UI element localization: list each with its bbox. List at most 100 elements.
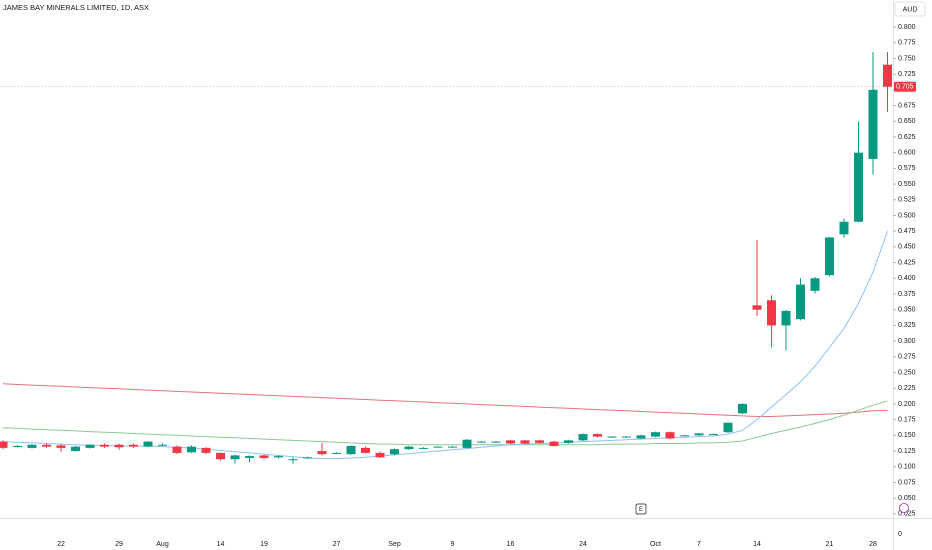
x-tick-label: 19 [260, 541, 268, 548]
price-label-box [894, 81, 916, 92]
candle-body [448, 446, 457, 448]
candle-body [767, 300, 776, 326]
candle-body [694, 433, 704, 436]
event-marker[interactable]: E [639, 507, 643, 513]
candle-body [419, 447, 428, 449]
x-tick-label: 14 [753, 541, 761, 548]
candle-body [390, 449, 399, 455]
candle-body [230, 455, 240, 460]
candle-body [796, 284, 805, 320]
candle-body [607, 436, 617, 438]
candle-body [346, 446, 356, 455]
y-tick-label: 0.100 [898, 464, 916, 471]
y-tick-label: 0.525 [898, 197, 916, 204]
y-tick-label: 0.325 [898, 322, 916, 329]
candle-body [752, 305, 762, 310]
candle-body [361, 447, 370, 453]
y-tick-label: 0.650 [898, 118, 916, 125]
candle-body [56, 445, 66, 448]
candle-body [433, 446, 443, 448]
candle-body [158, 444, 167, 446]
y-tick-label: 0.625 [898, 134, 916, 141]
candle-body [883, 64, 892, 87]
candle-body [172, 446, 182, 453]
y-tick-label: 0.750 [898, 55, 916, 62]
y-tick-label: 0.600 [898, 149, 916, 156]
candle-body [100, 444, 109, 447]
x-tick-label: Oct [650, 541, 661, 548]
candle-body [0, 441, 8, 448]
y-tick-label: 0.675 [898, 102, 916, 109]
x-tick-label: Sep [388, 541, 401, 548]
x-tick-label: 28 [869, 541, 877, 548]
candle-body [259, 455, 269, 458]
candle-body [274, 456, 283, 458]
lower-pane-tick-label: 0 [898, 531, 902, 538]
moving-average-line [2, 400, 888, 446]
candle-body [651, 432, 660, 437]
y-tick-label: 0.400 [898, 275, 916, 282]
candle-body [71, 446, 80, 452]
candle-body [854, 152, 863, 222]
candle-body [564, 440, 573, 443]
candle-body [738, 403, 747, 414]
y-tick-label: 0.800 [898, 24, 916, 31]
y-tick-label: 0.250 [898, 369, 916, 376]
candle-body [535, 440, 544, 443]
x-tick-label: 16 [507, 541, 515, 548]
x-tick-label: 7 [697, 541, 701, 548]
currency-button[interactable] [894, 1, 926, 17]
x-tick-label: 14 [217, 541, 225, 548]
candle-body [622, 436, 631, 438]
candle-body [665, 432, 675, 439]
y-tick-label: 0.300 [898, 338, 916, 345]
alert-icon[interactable] [899, 503, 909, 513]
candle-body [578, 434, 588, 441]
candle-body [868, 89, 878, 159]
y-tick-label: 0.200 [898, 401, 916, 408]
currency-label[interactable]: AUD [903, 6, 918, 13]
candle-body [781, 310, 791, 326]
candle-body [636, 435, 646, 439]
y-tick-label: 0.725 [898, 71, 916, 78]
x-tick-label: 22 [57, 541, 65, 548]
event-box[interactable] [635, 503, 647, 515]
price-label: 0.705 [896, 84, 914, 91]
y-tick-label: 0.500 [898, 212, 916, 219]
candle-body [114, 444, 124, 448]
y-tick-label: 0.350 [898, 307, 916, 314]
y-tick-label: 0.050 [898, 495, 916, 502]
candle-body [709, 434, 718, 436]
x-tick-label: Aug [156, 541, 169, 548]
x-tick-label: 21 [826, 541, 834, 548]
candle-body [216, 452, 225, 460]
y-tick-label: 0.025 [898, 511, 916, 518]
candle-body [317, 451, 327, 455]
x-tick-label: 29 [115, 541, 123, 548]
candle-body [245, 456, 254, 458]
x-tick-label: 9 [451, 541, 455, 548]
x-tick-label: 27 [333, 541, 341, 548]
candle-body [187, 446, 196, 453]
candle-body [723, 422, 733, 433]
y-tick-label: 0.175 [898, 416, 916, 423]
candle-body [593, 434, 602, 437]
candle-body [462, 439, 472, 448]
candle-body [201, 447, 211, 453]
moving-average-line [2, 383, 888, 417]
candle-body [477, 441, 486, 443]
candle-body [549, 441, 559, 447]
candle-body [288, 459, 298, 461]
candle-body [332, 452, 341, 454]
candle-body [825, 237, 834, 276]
y-tick-label: 0.475 [898, 228, 916, 235]
candle-body [85, 444, 95, 448]
candle-body [27, 444, 37, 448]
y-tick-label: 0.225 [898, 385, 916, 392]
y-tick-label: 0.775 [898, 40, 916, 47]
candle-body [520, 440, 530, 444]
candle-body [404, 446, 414, 450]
y-tick-label: 0.275 [898, 354, 916, 361]
